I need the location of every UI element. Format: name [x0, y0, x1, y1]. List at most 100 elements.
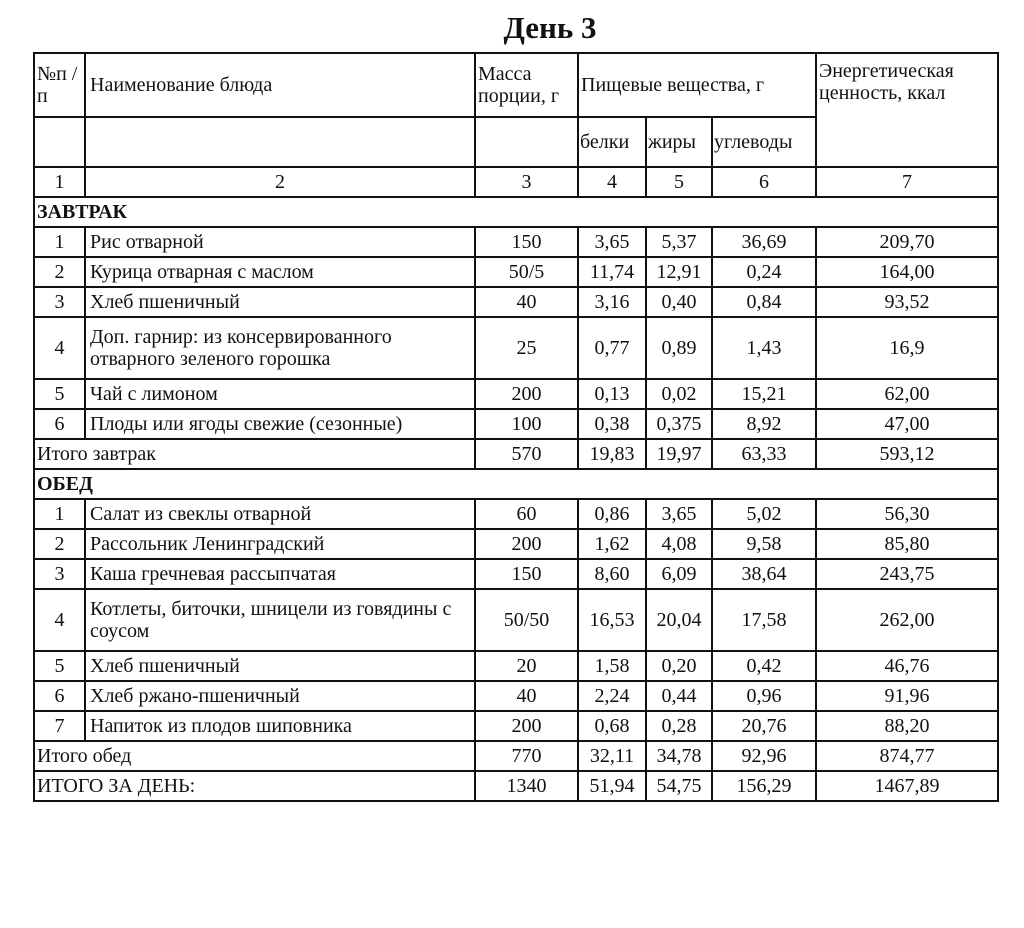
table-row: 6 Плоды или ягоды свежие (сезонные) 100 0,3… — [33, 408, 999, 440]
menu-table: №п /п Наименование блюда Масса порции, г… — [33, 52, 999, 802]
carbs-cell: 0,84 — [711, 286, 817, 318]
mass-cell: 770 — [474, 740, 579, 772]
energy-cell: 88,20 — [815, 710, 999, 742]
carbs-cell: 1,43 — [711, 316, 817, 380]
total-label: Итого обед — [33, 740, 476, 772]
energy-cell: 16,9 — [815, 316, 999, 380]
fat-cell: 19,97 — [645, 438, 713, 470]
protein-cell: 11,74 — [577, 256, 647, 288]
carbs-cell: 63,33 — [711, 438, 817, 470]
carbs-cell: 36,69 — [711, 226, 817, 258]
mass-cell: 50/50 — [474, 588, 579, 652]
energy-cell: 209,70 — [815, 226, 999, 258]
total-label: Итого завтрак — [33, 438, 476, 470]
carbs-cell: 92,96 — [711, 740, 817, 772]
dish-name: Рис отварной — [84, 226, 476, 258]
dish-name: Доп. гарнир: из консервированного отварн… — [84, 316, 476, 380]
table-row: 5 Чай с лимоном 200 0,13 0,02 15,21 62,00 — [33, 378, 999, 410]
dish-name: Салат из свеклы отварной — [84, 498, 476, 530]
dish-name: Хлеб пшеничный — [84, 650, 476, 682]
dish-name: Каша гречневая рассыпчатая — [84, 558, 476, 590]
fat-cell: 0,40 — [645, 286, 713, 318]
mass-cell: 60 — [474, 498, 579, 530]
mass-cell: 50/5 — [474, 256, 579, 288]
table-row: 2 Рассольник Ленинградский 200 1,62 4,08 9,58… — [33, 528, 999, 560]
protein-cell: 0,68 — [577, 710, 647, 742]
energy-cell: 46,76 — [815, 650, 999, 682]
fat-cell: 34,78 — [645, 740, 713, 772]
carbs-cell: 156,29 — [711, 770, 817, 802]
dish-name: Хлеб ржано-пшеничный — [84, 680, 476, 712]
protein-cell: 1,62 — [577, 528, 647, 560]
mass-cell: 40 — [474, 286, 579, 318]
fat-cell: 0,02 — [645, 378, 713, 410]
carbs-cell: 5,02 — [711, 498, 817, 530]
fat-cell: 0,89 — [645, 316, 713, 380]
column-number: 1 — [33, 166, 86, 198]
carbs-cell: 0,96 — [711, 680, 817, 712]
fat-cell: 0,28 — [645, 710, 713, 742]
protein-cell: 0,38 — [577, 408, 647, 440]
dish-name: Котлеты, биточки, шницели из говядины с … — [84, 588, 476, 652]
header-nutrients: Пищевые вещества, г — [577, 52, 817, 118]
mass-cell: 570 — [474, 438, 579, 470]
section-row: ЗАВТРАК — [33, 196, 999, 228]
row-number: 5 — [33, 650, 86, 682]
carbs-cell: 9,58 — [711, 528, 817, 560]
dish-name: Хлеб пшеничный — [84, 286, 476, 318]
energy-cell: 56,30 — [815, 498, 999, 530]
header-energy: Энергетическая ценность, ккал — [815, 52, 999, 168]
protein-cell: 0,86 — [577, 498, 647, 530]
section-title: ЗАВТРАК — [33, 196, 999, 228]
energy-cell: 262,00 — [815, 588, 999, 652]
mass-cell: 1340 — [474, 770, 579, 802]
energy-cell: 243,75 — [815, 558, 999, 590]
column-number: 7 — [815, 166, 999, 198]
fat-cell: 5,37 — [645, 226, 713, 258]
dish-name: Рассольник Ленинградский — [84, 528, 476, 560]
dish-name: Чай с лимоном — [84, 378, 476, 410]
table-row: 4 Котлеты, биточки, шницели из говядины с… — [33, 588, 999, 652]
row-number: 3 — [33, 558, 86, 590]
row-number: 6 — [33, 680, 86, 712]
row-number: 6 — [33, 408, 86, 440]
energy-cell: 85,80 — [815, 528, 999, 560]
protein-cell: 2,24 — [577, 680, 647, 712]
carbs-cell: 17,58 — [711, 588, 817, 652]
row-number: 1 — [33, 226, 86, 258]
mass-cell: 200 — [474, 710, 579, 742]
header-name: Наименование блюда — [84, 52, 476, 118]
section-total-row: Итого завтрак 570 19,83 19,97 63,33 593,12 — [33, 438, 999, 470]
carbs-cell: 8,92 — [711, 408, 817, 440]
table-row: 4 Доп. гарнир: из консервированного отвар… — [33, 316, 999, 380]
grand-total-row: ИТОГО ЗА ДЕНЬ: 1340 51,94 54,75 156,29 1467,8… — [33, 770, 999, 802]
mass-cell: 200 — [474, 378, 579, 410]
protein-cell: 51,94 — [577, 770, 647, 802]
header-fat: жиры — [645, 116, 713, 168]
energy-cell: 1467,89 — [815, 770, 999, 802]
carbs-cell: 0,42 — [711, 650, 817, 682]
protein-cell: 19,83 — [577, 438, 647, 470]
header-empty — [474, 116, 579, 168]
mass-cell: 25 — [474, 316, 579, 380]
protein-cell: 1,58 — [577, 650, 647, 682]
mass-cell: 150 — [474, 558, 579, 590]
column-number: 5 — [645, 166, 713, 198]
row-number: 7 — [33, 710, 86, 742]
fat-cell: 12,91 — [645, 256, 713, 288]
column-number: 2 — [84, 166, 476, 198]
column-number: 6 — [711, 166, 817, 198]
protein-cell: 32,11 — [577, 740, 647, 772]
table-row: 6 Хлеб ржано-пшеничный 40 2,24 0,44 0,96 91,96 — [33, 680, 999, 712]
table-row: 7 Напиток из плодов шиповника 200 0,68 0,28 2… — [33, 710, 999, 742]
table-row: 3 Каша гречневая рассыпчатая 150 8,60 6,09 38… — [33, 558, 999, 590]
energy-cell: 93,52 — [815, 286, 999, 318]
carbs-cell: 0,24 — [711, 256, 817, 288]
fat-cell: 3,65 — [645, 498, 713, 530]
protein-cell: 8,60 — [577, 558, 647, 590]
protein-cell: 3,65 — [577, 226, 647, 258]
protein-cell: 3,16 — [577, 286, 647, 318]
column-number: 4 — [577, 166, 647, 198]
energy-cell: 91,96 — [815, 680, 999, 712]
energy-cell: 62,00 — [815, 378, 999, 410]
